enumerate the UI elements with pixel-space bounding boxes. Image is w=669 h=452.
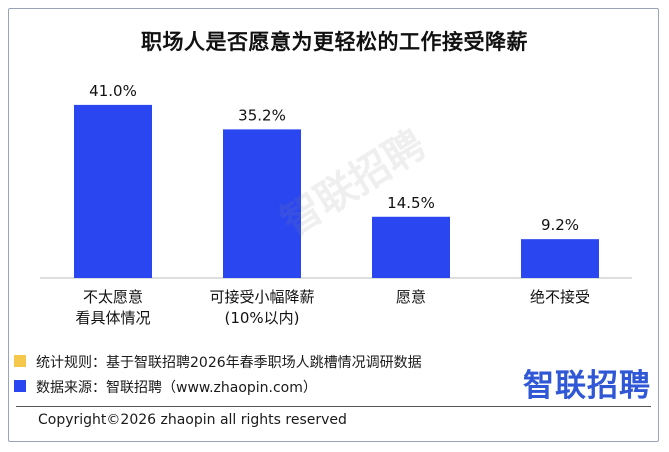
chart-title: 职场人是否愿意为更轻松的工作接受降薪 <box>141 30 528 54</box>
category-label-2-line-1: 可接受小幅降薪 <box>209 288 314 306</box>
stat-rule-text: 统计规则：基于智联招聘2026年春季职场人跳槽情况调研数据 <box>36 355 422 371</box>
bar-3 <box>372 216 450 278</box>
data-label-3: 14.5% <box>387 194 435 212</box>
stat-rule-marker <box>14 355 26 367</box>
data-label-2: 35.2% <box>238 106 286 124</box>
data-label-1: 41.0% <box>89 82 137 100</box>
category-label-1-line-2: 看具体情况 <box>75 309 150 327</box>
category-label-3-line-1: 愿意 <box>396 288 426 306</box>
bar-1 <box>74 104 152 278</box>
data-label-4: 9.2% <box>541 216 579 234</box>
source-text: 数据来源：智联招聘（www.zhaopin.com） <box>36 380 317 396</box>
category-label-4-line-1: 绝不接受 <box>530 288 590 306</box>
source-marker <box>14 380 26 392</box>
zhaopin-logo: 智联招聘 <box>523 368 651 404</box>
footer-divider <box>16 406 651 407</box>
bar-2 <box>223 129 301 278</box>
bar-4 <box>521 239 599 278</box>
chart-frame <box>8 8 659 442</box>
category-label-2-line-2: (10%以内) <box>224 309 299 327</box>
copyright-text: Copyright©2026 zhaopin all rights reserv… <box>38 412 347 428</box>
category-label-1-line-1: 不太愿意 <box>83 288 143 306</box>
